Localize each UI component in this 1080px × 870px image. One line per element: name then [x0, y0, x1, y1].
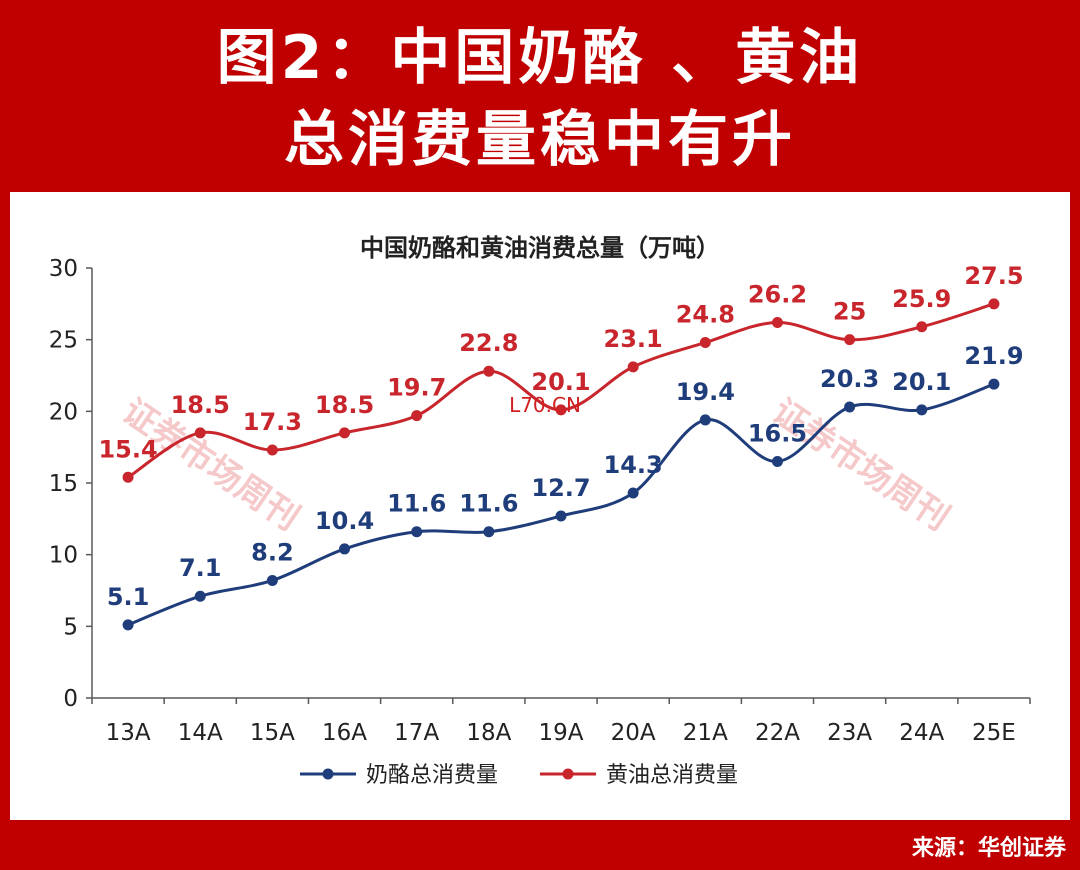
cheese-data-label: 7.1	[179, 554, 222, 582]
butter-data-label: 19.7	[387, 374, 446, 402]
x-tick-label: 18A	[466, 720, 511, 746]
cheese-point	[771, 456, 783, 467]
cheese-point	[555, 510, 567, 522]
cheese-point	[194, 590, 206, 602]
butter-point	[483, 365, 495, 377]
butter-point	[555, 404, 567, 416]
butter-data-label: 23.1	[604, 325, 663, 353]
y-tick-label: 20	[49, 399, 78, 425]
x-tick-label: 14A	[178, 720, 223, 746]
cheese-data-label: 8.2	[251, 538, 294, 566]
butter-data-label: 25.9	[892, 285, 951, 313]
butter-data-label: 17.3	[243, 408, 302, 436]
y-tick-label: 5	[63, 614, 78, 640]
y-tick-label: 30	[49, 256, 78, 282]
cheese-point	[339, 543, 351, 555]
y-tick-label: 10	[49, 543, 78, 569]
watermark-right: 证券市场周刊	[765, 391, 956, 538]
cheese-data-label: 5.1	[107, 583, 150, 611]
butter-point	[916, 321, 928, 333]
cheese-data-label: 11.6	[387, 490, 446, 518]
x-tick-label: 21A	[683, 720, 728, 746]
butter-legend-label: 黄油总消费量	[606, 763, 738, 788]
x-tick-label: 25E	[972, 720, 1016, 746]
cheese-legend-label: 奶酪总消费量	[366, 763, 498, 788]
cheese-point	[916, 404, 928, 416]
butter-point	[771, 316, 783, 328]
x-tick-label: 19A	[538, 720, 583, 746]
butter-point	[122, 471, 134, 483]
source-note: 来源：华创证券	[911, 836, 1066, 861]
cheese-data-label: 20.3	[820, 365, 879, 393]
figure-title-line-1: 图2：中国奶酪 、黄油	[216, 23, 864, 93]
butter-data-label: 15.4	[98, 435, 157, 463]
butter-point	[988, 298, 1000, 310]
y-tick-label: 15	[49, 471, 78, 497]
butter-point	[699, 337, 711, 349]
cheese-data-label: 14.3	[604, 451, 663, 479]
butter-data-label: 25	[833, 298, 866, 326]
butter-point	[339, 427, 351, 439]
butter-point	[194, 427, 206, 439]
figure-title-line-2: 总消费量稳中有升	[284, 105, 796, 175]
y-tick-label: 0	[63, 686, 78, 712]
cheese-point	[844, 401, 856, 413]
butter-point	[266, 444, 278, 456]
cheese-data-label: 11.6	[459, 490, 518, 518]
line-chart: 中国奶酪和黄油消费总量（万吨）证券市场周刊 证券市场周刊0510152025301…	[49, 233, 1031, 788]
x-tick-label: 15A	[250, 720, 295, 746]
x-tick-label: 13A	[106, 720, 151, 746]
butter-data-label: 24.8	[676, 301, 735, 329]
butter-data-label: 18.5	[171, 391, 230, 419]
overlay-text: L70.CN	[509, 393, 581, 417]
cheese-data-label: 21.9	[964, 342, 1023, 370]
y-tick-label: 25	[49, 328, 78, 354]
cheese-point	[699, 414, 711, 426]
cheese-data-label: 10.4	[315, 507, 374, 535]
cheese-data-label: 16.5	[748, 420, 807, 448]
cheese-point	[266, 574, 278, 586]
x-tick-label: 23A	[827, 720, 872, 746]
butter-data-label: 26.2	[748, 280, 807, 308]
cheese-point	[122, 619, 134, 631]
butter-data-label: 20.1	[531, 368, 590, 396]
x-tick-label: 22A	[755, 720, 800, 746]
x-tick-label: 20A	[611, 720, 656, 746]
butter-point	[844, 334, 856, 346]
chart-panel: 中国奶酪和黄油消费总量（万吨） 证券市场周刊 证券市场周刊 0 5 10 15 20 25 30 1…	[10, 192, 1070, 820]
cheese-point	[627, 487, 639, 499]
cheese-data-label: 20.1	[892, 368, 951, 396]
cheese-point	[483, 526, 495, 538]
cheese-data-label: 19.4	[676, 378, 735, 406]
cheese-legend-marker	[322, 768, 334, 780]
butter-point	[627, 361, 639, 373]
x-tick-label: 16A	[322, 720, 367, 746]
chart-title: 中国奶酪和黄油消费总量（万吨）	[360, 233, 720, 262]
figure-header: 图2：中国奶酪 、黄油 总消费量稳中有升	[0, 0, 1080, 190]
butter-data-label: 27.5	[964, 262, 1023, 290]
cheese-data-label: 12.7	[531, 474, 590, 502]
x-tick-label: 24A	[899, 720, 944, 746]
butter-legend-marker	[562, 768, 574, 780]
cheese-point	[411, 526, 423, 538]
x-tick-label: 17A	[394, 720, 439, 746]
butter-data-label: 18.5	[315, 391, 374, 419]
butter-data-label: 22.8	[459, 329, 518, 357]
butter-point	[411, 410, 423, 422]
cheese-point	[988, 378, 1000, 390]
